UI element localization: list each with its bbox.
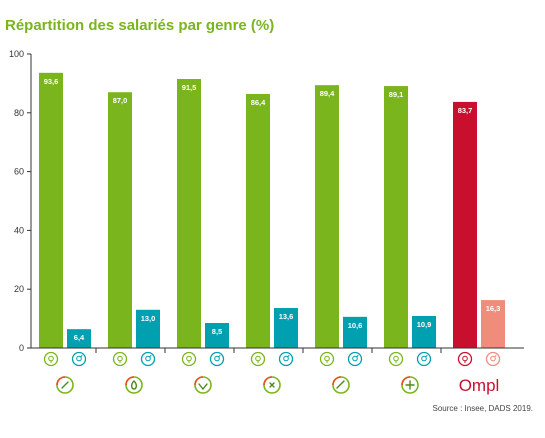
bars: 93,66,487,013,091,58,586,413,689,410,689… [39, 72, 505, 349]
branch-sector-4-icon [263, 376, 281, 394]
bar-male [205, 323, 229, 348]
bar-female [384, 86, 408, 349]
data-label-male: 10,6 [348, 321, 363, 330]
y-tick-label: 80 [14, 108, 24, 118]
branch-sector-6-icon [401, 376, 419, 394]
data-label-male: 13,0 [141, 314, 156, 323]
data-label-female: 86,4 [251, 98, 266, 107]
y-axis: 0 20 40 60 80 100 [9, 49, 32, 353]
male-symbol-icon [71, 351, 87, 367]
branch-sector-1-icon [56, 376, 74, 394]
bar-female [453, 101, 477, 348]
male-symbol-icon [485, 351, 501, 367]
bar-male [136, 309, 160, 348]
bar-group: 91,5 8,5 [177, 78, 229, 349]
data-label-female: 91,5 [182, 83, 197, 92]
bar-group: 89,4 10,6 [315, 85, 367, 348]
bar-group: 87,0 13,0 [108, 92, 160, 348]
data-label-male: 13,6 [279, 312, 294, 321]
bar-male [274, 308, 298, 348]
bar-group: 83,7 16,3 [453, 101, 505, 348]
ompl-logo: Ompl [459, 376, 500, 395]
branch-sector-2-icon [125, 376, 143, 394]
bar-group: 86,4 13,6 [246, 93, 298, 348]
male-symbol-icon [416, 351, 432, 367]
y-tick-label: 0 [19, 343, 24, 353]
data-label-female: 89,4 [320, 89, 335, 98]
bar-group: 89,1 10,9 [384, 86, 436, 349]
chart-title: Répartition des salariés par genre (%) [5, 17, 275, 34]
bar-male [343, 316, 367, 348]
female-symbol-icon [181, 351, 197, 367]
data-label-male: 8,5 [212, 327, 222, 336]
data-label-male: 10,9 [417, 320, 432, 329]
bar-group: 93,6 6,4 [39, 72, 91, 348]
data-label-female: 93,6 [44, 77, 59, 86]
y-tick-label: 20 [14, 284, 24, 294]
female-symbol-icon [43, 351, 59, 367]
bar-female [315, 85, 339, 348]
x-axis: Ompl [31, 347, 524, 395]
female-symbol-icon [457, 351, 473, 367]
data-label-female: 87,0 [113, 96, 128, 105]
y-tick-label: 40 [14, 225, 24, 235]
data-label-female: 83,7 [458, 106, 473, 115]
female-symbol-icon [319, 351, 335, 367]
y-tick-label: 100 [9, 49, 24, 59]
male-symbol-icon [140, 351, 156, 367]
data-label-male: 6,4 [74, 333, 85, 342]
female-symbol-icon [250, 351, 266, 367]
bar-female [177, 78, 201, 349]
bar-male [412, 315, 436, 348]
y-tick-label: 60 [14, 167, 24, 177]
bar-male [481, 300, 505, 348]
male-symbol-icon [278, 351, 294, 367]
data-label-male: 16,3 [486, 304, 501, 313]
branch-sector-3-icon [194, 376, 212, 394]
branch-sector-5-icon [332, 376, 350, 394]
data-label-female: 89,1 [389, 90, 404, 99]
male-symbol-icon [347, 351, 363, 367]
bar-female [39, 72, 63, 348]
male-symbol-icon [209, 351, 225, 367]
female-symbol-icon [388, 351, 404, 367]
source-note: Source : Insee, DADS 2019. [432, 404, 534, 413]
bar-male [67, 329, 91, 348]
bar-female [108, 92, 132, 348]
female-symbol-icon [112, 351, 128, 367]
bar-female [246, 93, 270, 348]
